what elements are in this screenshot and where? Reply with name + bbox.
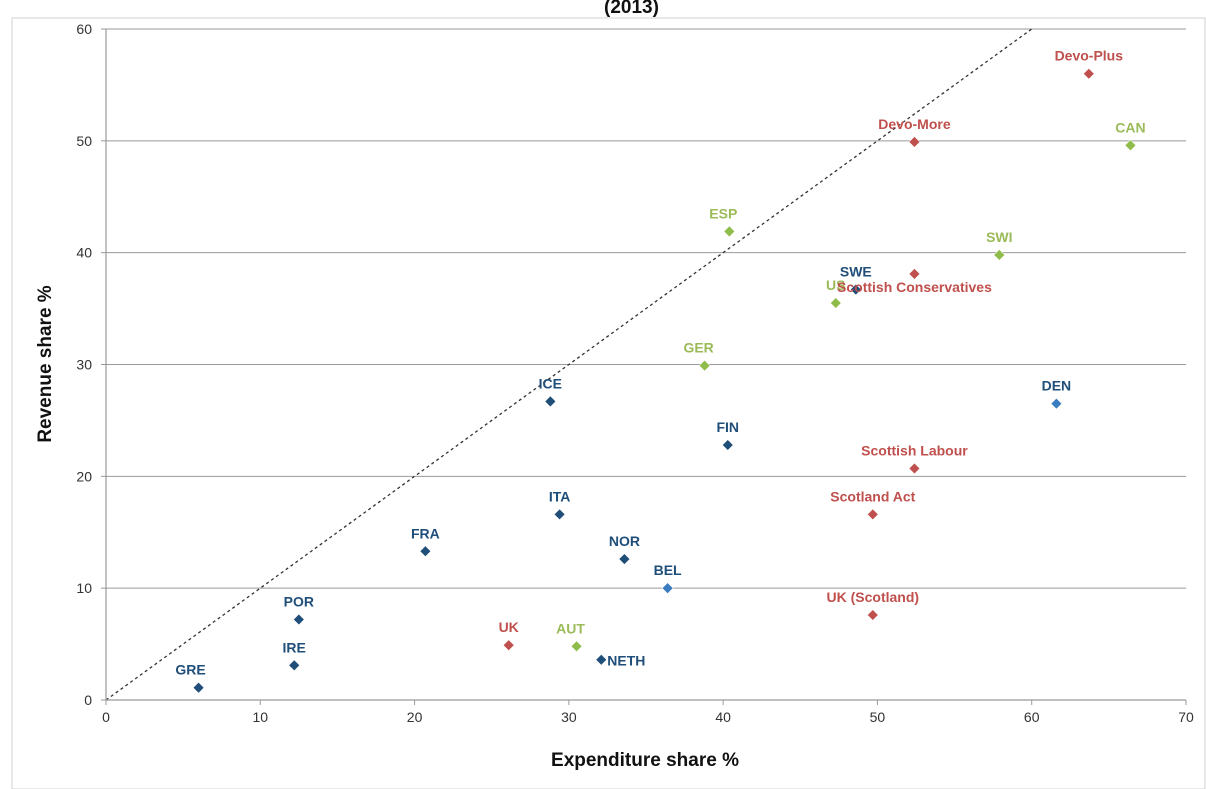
point-fin (721, 439, 734, 451)
point-uk-scotland (866, 609, 879, 621)
data-points (192, 67, 1137, 694)
label-swe: SWE (840, 264, 872, 280)
data-labels: GRE IRE POR FRA ICE ITA NOR NETH FIN SWE BEL DEN AUT… (175, 48, 1145, 678)
figure-title-fragment: (2013) (604, 0, 659, 18)
y-tick-label: 30 (76, 357, 92, 373)
point-ire (288, 659, 301, 672)
gridlines (106, 28, 1186, 589)
x-tick-label: 40 (715, 709, 731, 725)
label-scottish-labour: Scottish Labour (861, 443, 968, 459)
label-fra: FRA (411, 525, 440, 541)
x-tick-label: 20 (407, 709, 423, 725)
y-tick-label: 10 (76, 580, 92, 596)
label-can: CAN (1115, 119, 1145, 135)
y-tick-label: 0 (84, 692, 92, 708)
x-tick-label: 0 (102, 709, 110, 725)
x-tick-label: 70 (1178, 709, 1194, 725)
y-axis-title: Revenue share % (35, 285, 56, 442)
point-devo-plus (1082, 67, 1095, 80)
point-esp (723, 225, 736, 238)
point-us (829, 297, 842, 309)
point-aut (570, 640, 583, 653)
label-ice: ICE (539, 375, 562, 391)
label-ire: IRE (283, 639, 306, 655)
label-uk-scotland: UK (Scotland) (827, 589, 920, 605)
x-axis-title: Expenditure share % (551, 750, 739, 771)
point-neth (595, 653, 608, 666)
label-us: US (826, 277, 845, 293)
point-por (292, 613, 305, 626)
label-scottish-conservatives: Scottish Conservatives (837, 279, 992, 295)
point-bel (661, 582, 674, 595)
label-ita: ITA (549, 488, 571, 504)
label-den: DEN (1042, 378, 1072, 394)
chart-frame (11, 17, 1206, 789)
y-tick-label: 40 (76, 245, 92, 261)
point-scottish-conservatives (908, 267, 921, 280)
label-devo-plus: Devo-Plus (1055, 48, 1124, 64)
y-axis-ticks: 0 10 20 30 40 50 60 (76, 21, 106, 708)
x-tick-label: 10 (252, 709, 268, 725)
point-nor (618, 553, 631, 566)
point-scottish-labour (908, 462, 921, 475)
x-tick-label: 60 (1024, 709, 1040, 725)
label-scotland-act: Scotland Act (830, 488, 915, 504)
label-aut: AUT (556, 620, 585, 636)
label-uk: UK (499, 619, 519, 635)
y-tick-label: 60 (76, 21, 92, 37)
label-esp: ESP (709, 205, 737, 221)
point-den (1050, 397, 1063, 410)
label-swi: SWI (986, 229, 1012, 245)
point-ice (544, 395, 557, 408)
label-fin: FIN (716, 419, 739, 435)
label-por: POR (284, 593, 314, 609)
point-swe (849, 283, 862, 296)
label-nor: NOR (609, 533, 640, 549)
point-gre (192, 681, 205, 694)
point-ger (698, 359, 711, 372)
y-tick-label: 20 (76, 468, 92, 484)
point-fra (419, 545, 432, 558)
x-tick-label: 30 (561, 709, 577, 725)
point-scotland-act (866, 508, 879, 521)
point-can (1124, 139, 1137, 152)
point-ita (553, 508, 566, 521)
label-neth: NETH (607, 653, 645, 669)
label-bel: BEL (654, 562, 682, 578)
reference-diagonal-line (105, 28, 1033, 701)
point-uk (502, 639, 515, 652)
y-tick-label: 50 (76, 133, 92, 149)
x-tick-label: 50 (870, 709, 886, 725)
point-devo-more (908, 136, 921, 148)
x-axis-ticks: 0 10 20 30 40 50 60 70 (102, 700, 1194, 725)
point-swi (993, 248, 1006, 261)
label-devo-more: Devo-More (878, 116, 951, 132)
label-ger: GER (683, 340, 713, 356)
label-gre: GRE (175, 662, 205, 678)
